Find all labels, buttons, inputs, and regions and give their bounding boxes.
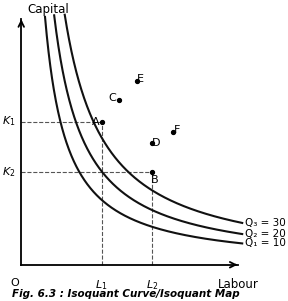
Text: E: E	[137, 73, 144, 84]
Text: $L_1$: $L_1$	[95, 278, 108, 292]
Text: Q₃ = 30: Q₃ = 30	[245, 218, 286, 228]
Text: C: C	[109, 93, 117, 103]
Text: Fig. 6.3 : Isoquant Curve/Isoquant Map: Fig. 6.3 : Isoquant Curve/Isoquant Map	[12, 289, 240, 299]
Text: Q₁ = 10: Q₁ = 10	[245, 238, 286, 248]
Text: Labour: Labour	[218, 278, 259, 291]
Text: $L_2$: $L_2$	[146, 278, 158, 292]
Text: A: A	[92, 116, 99, 126]
Text: O: O	[11, 278, 20, 288]
Text: Capital: Capital	[27, 3, 69, 16]
Text: B: B	[151, 175, 159, 185]
Text: $K_1$: $K_1$	[2, 115, 15, 129]
Text: Q₂ = 20: Q₂ = 20	[245, 229, 286, 239]
Text: $K_2$: $K_2$	[2, 165, 15, 178]
Text: F: F	[174, 125, 180, 135]
Text: D: D	[151, 138, 160, 148]
